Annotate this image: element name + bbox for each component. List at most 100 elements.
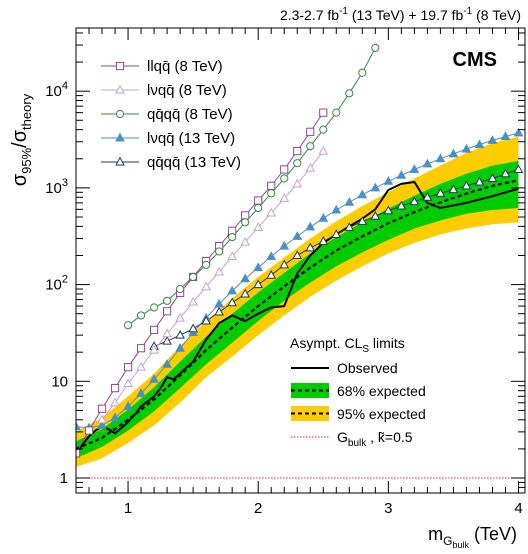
point-qqqq13 [175,329,185,339]
point-lvqq8 [175,312,185,322]
point-lvqq13 [461,143,472,153]
point-lvqq13 [500,131,511,140]
point-lvqq8 [149,344,159,354]
point-lvqq8 [227,251,238,261]
point-lvqq8 [279,193,290,202]
legend-observed-label: Observed [337,360,398,376]
point-qqqq13 [344,222,355,231]
point-lvqq8 [136,361,146,371]
point-qqqq8 [136,311,146,320]
point-qqqq8 [163,296,172,305]
point-qqqq8 [254,203,263,213]
legend-marker-lvqq13 [115,132,125,142]
point-llqq8 [149,325,159,335]
legend-label-qqqq13: qq̄qq̄ (13 TeV) [147,154,241,171]
point-llqq8 [280,165,289,174]
point-qqqq13 [162,335,172,345]
point-lvqq8 [305,162,316,172]
legend-marker-lvqq8 [115,84,125,94]
point-lvqq8 [188,296,198,306]
point-qqqq13 [253,279,264,289]
point-lvqq13 [162,359,172,368]
point-qqqq13 [435,188,446,197]
point-qqqq13 [396,200,407,210]
legend-label-lvqq8: lνqq̄ (8 TeV) [147,82,227,99]
plot-area: 1 2 3 4 1 10 102 103 104 [45,27,526,517]
point-qqqq13 [188,323,198,333]
series-line-expected [76,179,519,450]
point-lvqq13 [435,153,446,163]
point-lvqq13 [448,148,459,158]
legend-68-swatch [291,383,329,398]
x-axis-title: mGbulk (TeV) [428,524,517,550]
point-qqqq8 [280,174,289,183]
point-lvqq13 [409,164,420,173]
point-qqqq13 [305,242,316,252]
point-lvqq13 [357,189,368,199]
point-lvqq8 [240,236,251,246]
x-tick-label: 2 [254,500,262,517]
point-qqqq8 [306,142,315,151]
point-llqq8 [306,127,315,136]
point-qqqq13 [357,216,368,225]
point-lvqq13 [97,420,107,429]
point-qqqq8 [123,321,133,330]
point-lvqq8 [201,281,211,291]
point-qqqq8 [345,89,354,98]
point-qqqq13 [461,180,472,190]
point-lvqq13 [175,342,185,352]
point-lvqq13 [149,374,159,383]
point-qqqq8 [189,272,198,282]
point-lvqq8 [253,222,264,231]
point-qqqq8 [202,260,211,269]
point-qqqq13 [487,173,498,183]
point-lvqq8 [214,266,225,276]
point-lvqq13 [253,262,264,272]
point-qqqq13 [201,315,211,325]
point-lvqq8 [123,378,133,387]
point-lvqq13 [123,401,133,410]
cms-label: CMS [453,49,497,71]
point-qqqq8 [215,247,224,256]
point-qqqq8 [319,125,328,134]
legend-marker-qqqq13 [115,156,125,166]
point-qqqq13 [318,236,329,245]
point-lvqq13 [110,412,120,422]
point-lvqq8 [110,397,120,407]
y-tick-label: 103 [45,177,68,197]
x-tick-label: 1 [124,500,132,517]
legend-95-label: 95% expected [337,406,426,422]
point-qqqq8 [293,159,302,168]
point-qqqq13 [500,168,511,178]
point-llqq8 [163,307,172,316]
point-qqqq13 [214,306,225,316]
point-lvqq13 [227,285,238,295]
point-lvqq13 [136,388,146,397]
point-llqq8 [84,426,94,435]
point-qqqq13 [422,192,433,201]
point-qqqq13 [266,269,277,279]
y-tick-label: 104 [45,80,68,100]
point-lvqq13 [422,158,433,168]
series-line-observed [76,180,519,454]
point-qqqq13 [448,184,459,194]
point-llqq8 [267,181,276,190]
point-lvqq13 [279,240,290,250]
point-llqq8 [254,196,263,205]
point-lvqq13 [513,127,524,137]
lumi-header: 2.3-2.7 fb-1 (13 TeV) + 19.7 fb-1 (8 TeV… [280,6,521,23]
point-qqqq8 [267,189,276,198]
point-llqq8 [241,211,250,220]
point-lvqq13 [344,197,355,206]
legend-bottom-title: Asympt. CLS limits [290,335,405,355]
point-lvqq13 [383,176,394,185]
point-lvqq13 [474,139,485,149]
point-qqqq8 [228,232,237,242]
point-lvqq13 [396,170,407,179]
point-lvqq13 [331,204,342,214]
y-tick-label: 10 [51,373,68,390]
x-tick-label: 4 [514,500,522,517]
point-qqqq13 [240,288,251,298]
point-qqqq13 [474,176,485,186]
legend-top: llqq̄ (8 TeV) lνqq̄ (8 TeV) qq̄qq̄ (8 TeV)… [101,58,241,171]
